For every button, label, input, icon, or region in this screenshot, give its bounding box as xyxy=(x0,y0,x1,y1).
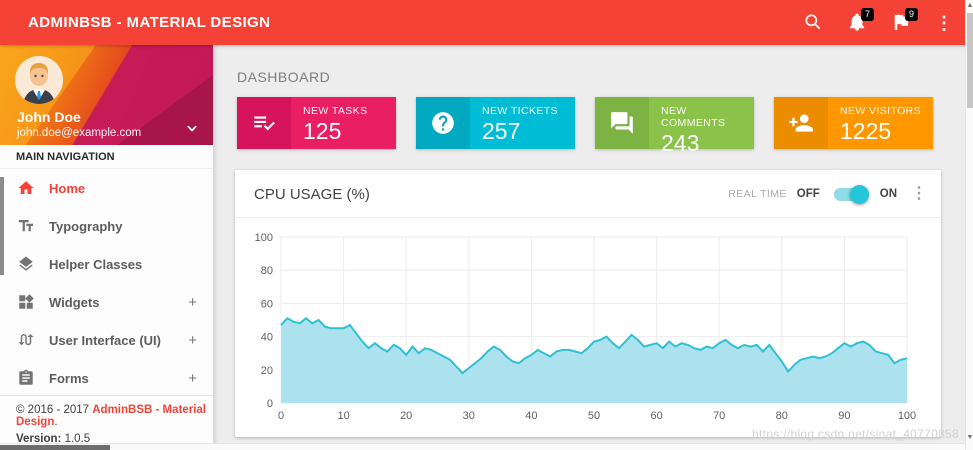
version-value: 1.0.5 xyxy=(61,433,91,445)
sidebar-footer: © 2016 - 2017 AdminBSB - Material Design… xyxy=(0,395,213,445)
home-icon xyxy=(16,178,36,198)
card-menu-icon[interactable]: ⋮ xyxy=(911,185,927,202)
flag-icon[interactable]: 9 xyxy=(891,7,918,34)
realtime-toggle[interactable] xyxy=(833,184,869,204)
vertical-scrollbar[interactable]: ▲ ▼ xyxy=(965,0,973,450)
sidebar-item-widgets[interactable]: Widgets + xyxy=(0,283,213,321)
nav-section-label: MAIN NAVIGATION xyxy=(0,145,213,169)
svg-text:0: 0 xyxy=(278,410,284,422)
assignment-icon xyxy=(16,368,36,388)
svg-text:20: 20 xyxy=(400,410,412,422)
user-profile-panel: John Doe john.doe@example.com xyxy=(0,45,213,145)
card-header: CPU USAGE (%) REAL TIME OFF ON ⋮ xyxy=(235,170,941,218)
svg-text:40: 40 xyxy=(261,332,273,344)
cpu-usage-card: CPU USAGE (%) REAL TIME OFF ON ⋮ 0 20 40 60… xyxy=(235,170,941,437)
svg-text:20: 20 xyxy=(261,365,273,377)
page-title: DASHBOARD xyxy=(237,69,331,85)
scroll-down-arrow-icon[interactable]: ▼ xyxy=(966,434,973,441)
sidebar-item-label: Helper Classes xyxy=(49,256,143,272)
expand-plus-icon[interactable]: + xyxy=(188,293,197,311)
typography-icon xyxy=(16,216,36,236)
notifications-badge: 7 xyxy=(861,7,874,21)
svg-text:0: 0 xyxy=(267,398,273,410)
sidebar-item-label: Typography xyxy=(49,218,123,234)
toggle-off-label: OFF xyxy=(796,188,820,200)
sidebar-item-label: Home xyxy=(49,180,86,196)
info-box-label: NEW VISITORS xyxy=(840,105,922,117)
expand-plus-icon[interactable]: + xyxy=(188,369,197,387)
info-box-value: 1225 xyxy=(840,118,892,144)
person-add-icon xyxy=(774,97,828,149)
sidebar-item-label: Widgets xyxy=(49,294,100,310)
sidebar-item-helper-classes[interactable]: Helper Classes xyxy=(0,245,213,283)
main-content: DASHBOARD NEW TASKS 125 NEW TICKETS 257 xyxy=(213,45,965,450)
svg-text:80: 80 xyxy=(261,265,273,277)
app-title[interactable]: ADMINBSB - MATERIAL DESIGN xyxy=(28,14,271,31)
svg-text:50: 50 xyxy=(588,410,600,422)
help-icon xyxy=(416,97,470,149)
svg-text:60: 60 xyxy=(261,298,273,310)
widgets-icon xyxy=(16,292,36,312)
svg-text:80: 80 xyxy=(776,410,788,422)
watermark-text: https://blog.csdn.net/sinat_40770858 xyxy=(752,427,959,441)
brand-link[interactable]: AdminBSB - Material Design xyxy=(16,404,206,428)
info-box-new-comments[interactable]: NEW COMMENTS 243 xyxy=(595,97,754,156)
cpu-usage-chart: 0 20 40 60 80 100 0 10 20 30 40 50 60 70 80 90 100 xyxy=(255,232,917,422)
user-name: John Doe xyxy=(17,109,81,125)
svg-text:100: 100 xyxy=(898,410,916,422)
search-icon[interactable] xyxy=(803,12,825,34)
scroll-up-arrow-icon[interactable]: ▲ xyxy=(966,2,973,9)
expand-plus-icon[interactable]: + xyxy=(188,331,197,349)
avatar[interactable] xyxy=(15,56,63,104)
horizontal-scrollbar-thumb[interactable] xyxy=(0,445,110,450)
user-email: john.doe@example.com xyxy=(17,127,142,139)
vertical-scrollbar-thumb[interactable] xyxy=(967,13,973,108)
swap-calls-icon xyxy=(16,330,36,350)
version-label: Version: xyxy=(16,433,62,445)
info-box-label: NEW TASKS xyxy=(303,105,368,117)
notifications-icon[interactable]: 7 xyxy=(847,7,874,34)
info-box-new-tickets[interactable]: NEW TICKETS 257 xyxy=(416,97,575,149)
svg-text:30: 30 xyxy=(463,410,475,422)
sidebar-item-user-interface[interactable]: User Interface (UI) + xyxy=(0,321,213,359)
toggle-on-label: ON xyxy=(879,188,897,200)
realtime-label: REAL TIME xyxy=(728,188,787,200)
info-box-new-visitors[interactable]: NEW VISITORS 1225 xyxy=(774,97,933,149)
layers-icon xyxy=(16,254,36,274)
sidebar-item-forms[interactable]: Forms + xyxy=(0,359,213,397)
info-box-new-tasks[interactable]: NEW TASKS 125 xyxy=(237,97,396,149)
overflow-menu-icon[interactable]: ⋮ xyxy=(935,12,953,33)
top-app-bar: ADMINBSB - MATERIAL DESIGN 7 9 ⋮ xyxy=(0,0,973,45)
svg-text:70: 70 xyxy=(713,410,725,422)
svg-text:10: 10 xyxy=(337,410,349,422)
card-title: CPU USAGE (%) xyxy=(254,186,370,203)
info-box-value: 257 xyxy=(482,118,521,144)
info-box-label: NEW TICKETS xyxy=(482,105,558,117)
svg-text:40: 40 xyxy=(525,410,537,422)
svg-text:90: 90 xyxy=(838,410,850,422)
sidebar-menu: Home Typography Helper Classes Widgets + xyxy=(0,169,213,397)
info-box-row: NEW TASKS 125 NEW TICKETS 257 NEW COMM xyxy=(237,97,933,156)
horizontal-scrollbar[interactable] xyxy=(0,443,965,450)
copyright-suffix: . xyxy=(54,416,58,428)
chevron-down-icon[interactable] xyxy=(185,121,199,135)
svg-text:60: 60 xyxy=(650,410,662,422)
flag-badge: 9 xyxy=(905,7,918,21)
sidebar-item-typography[interactable]: Typography xyxy=(0,207,213,245)
sidebar: John Doe john.doe@example.com MAIN NAVIG… xyxy=(0,45,213,450)
info-box-label: NEW COMMENTS xyxy=(661,105,726,129)
forum-icon xyxy=(595,97,649,149)
copyright-text: © 2016 - 2017 xyxy=(16,404,93,416)
info-box-value: 243 xyxy=(661,130,700,156)
sidebar-item-label: Forms xyxy=(49,370,89,386)
sidebar-item-home[interactable]: Home xyxy=(0,169,213,207)
svg-text:100: 100 xyxy=(255,232,273,244)
toggle-knob[interactable] xyxy=(849,184,869,204)
sidebar-item-label: User Interface (UI) xyxy=(49,332,161,348)
playlist-check-icon xyxy=(237,97,291,149)
sidebar-scrollbar-thumb[interactable] xyxy=(0,177,4,275)
info-box-value: 125 xyxy=(303,118,342,144)
